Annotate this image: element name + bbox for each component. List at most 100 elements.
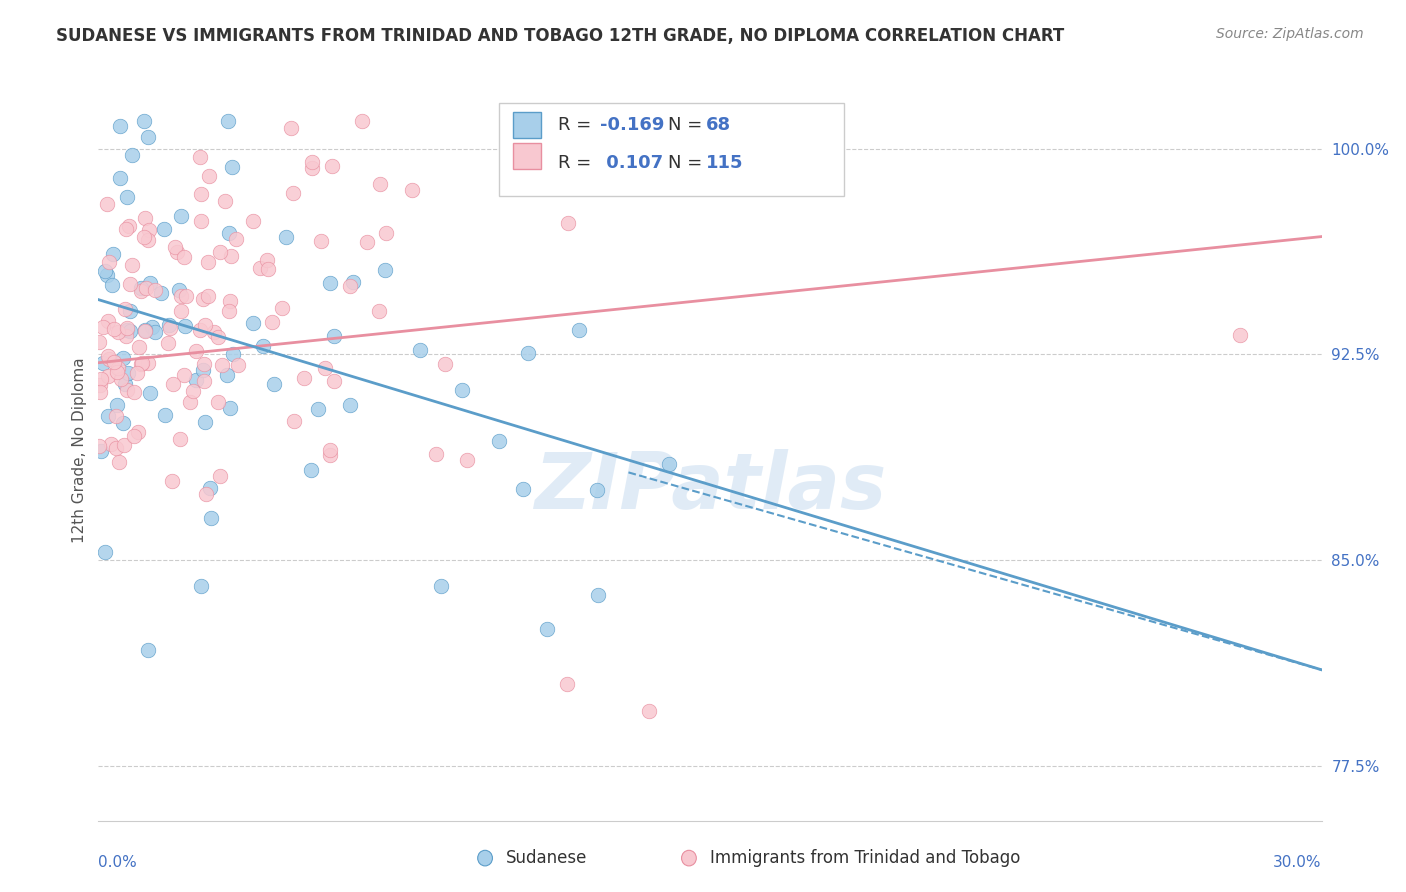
- Point: [111, 417, 134, 431]
- Point: [263, 376, 285, 391]
- Point: [132, 230, 155, 244]
- Point: [128, 340, 150, 354]
- Point: [90, 443, 112, 458]
- Point: [135, 281, 157, 295]
- Point: [307, 402, 329, 417]
- Point: [198, 481, 221, 495]
- Text: ZIPatlas: ZIPatlas: [534, 450, 886, 525]
- Point: [218, 401, 240, 415]
- Text: Sudanese: Sudanese: [506, 849, 588, 867]
- Point: [162, 376, 184, 391]
- Point: [107, 361, 129, 376]
- Point: [183, 384, 205, 399]
- Text: R =: R =: [558, 116, 598, 134]
- Point: [215, 368, 238, 382]
- Point: [434, 357, 457, 371]
- Text: SUDANESE VS IMMIGRANTS FROM TRINIDAD AND TOBAGO 12TH GRADE, NO DIPLOMA CORRELATI: SUDANESE VS IMMIGRANTS FROM TRINIDAD AND…: [56, 27, 1064, 45]
- Point: [108, 171, 131, 186]
- Point: [134, 323, 156, 337]
- Point: [97, 409, 120, 423]
- Point: [193, 363, 215, 377]
- Point: [160, 474, 183, 488]
- Point: [134, 211, 156, 225]
- Point: [139, 385, 162, 400]
- Point: [174, 289, 197, 303]
- Point: [139, 276, 162, 290]
- Point: [637, 704, 661, 718]
- Point: [586, 483, 609, 497]
- Point: [141, 320, 163, 334]
- Point: [409, 343, 432, 357]
- Point: [188, 150, 211, 164]
- Point: [159, 320, 181, 334]
- Text: Immigrants from Trinidad and Tobago: Immigrants from Trinidad and Tobago: [710, 849, 1021, 867]
- Point: [179, 395, 201, 409]
- Point: [118, 324, 141, 338]
- Point: [225, 232, 247, 246]
- Point: [209, 469, 232, 483]
- Point: [107, 325, 129, 339]
- Text: N =: N =: [668, 116, 707, 134]
- Point: [121, 258, 143, 272]
- Point: [242, 316, 264, 330]
- Point: [165, 240, 187, 254]
- Point: [93, 356, 115, 370]
- Point: [280, 121, 302, 136]
- Point: [219, 249, 242, 263]
- Point: [195, 487, 218, 501]
- Point: [456, 452, 478, 467]
- Point: [114, 377, 136, 392]
- Point: [588, 589, 610, 603]
- Point: [96, 268, 118, 282]
- Point: [91, 319, 114, 334]
- Point: [129, 357, 152, 371]
- Text: 0.0%: 0.0%: [98, 855, 138, 871]
- Point: [488, 434, 510, 448]
- Point: [322, 374, 344, 388]
- Point: [118, 277, 141, 292]
- Point: [425, 447, 447, 461]
- Point: [299, 462, 322, 476]
- Point: [108, 119, 131, 133]
- Point: [136, 356, 159, 370]
- Point: [170, 209, 193, 223]
- Point: [350, 114, 373, 128]
- Point: [218, 227, 240, 241]
- Point: [100, 278, 122, 293]
- Point: [121, 148, 143, 162]
- Point: [184, 343, 207, 358]
- Point: [132, 114, 155, 128]
- Point: [226, 358, 249, 372]
- Point: [136, 643, 159, 657]
- Point: [242, 214, 264, 228]
- Point: [115, 222, 138, 236]
- Point: [368, 177, 391, 191]
- Point: [321, 159, 343, 173]
- Point: [145, 283, 167, 297]
- Point: [117, 366, 139, 380]
- Point: [136, 129, 159, 144]
- Point: [115, 383, 138, 397]
- Point: [219, 294, 242, 309]
- Point: [101, 247, 124, 261]
- Text: N =: N =: [668, 154, 707, 172]
- Point: [197, 254, 219, 268]
- Point: [190, 186, 212, 201]
- Point: [260, 315, 283, 329]
- Point: [155, 408, 177, 422]
- Point: [112, 438, 135, 452]
- Point: [97, 314, 120, 328]
- Point: [134, 324, 156, 338]
- Point: [103, 354, 125, 368]
- Point: [127, 425, 149, 439]
- Point: [200, 511, 222, 525]
- Point: [150, 286, 173, 301]
- Point: [536, 622, 558, 636]
- Point: [120, 303, 142, 318]
- Point: [190, 214, 212, 228]
- Point: [136, 233, 159, 247]
- Point: [103, 321, 125, 335]
- Point: [105, 366, 128, 380]
- Point: [374, 263, 396, 277]
- Point: [100, 437, 122, 451]
